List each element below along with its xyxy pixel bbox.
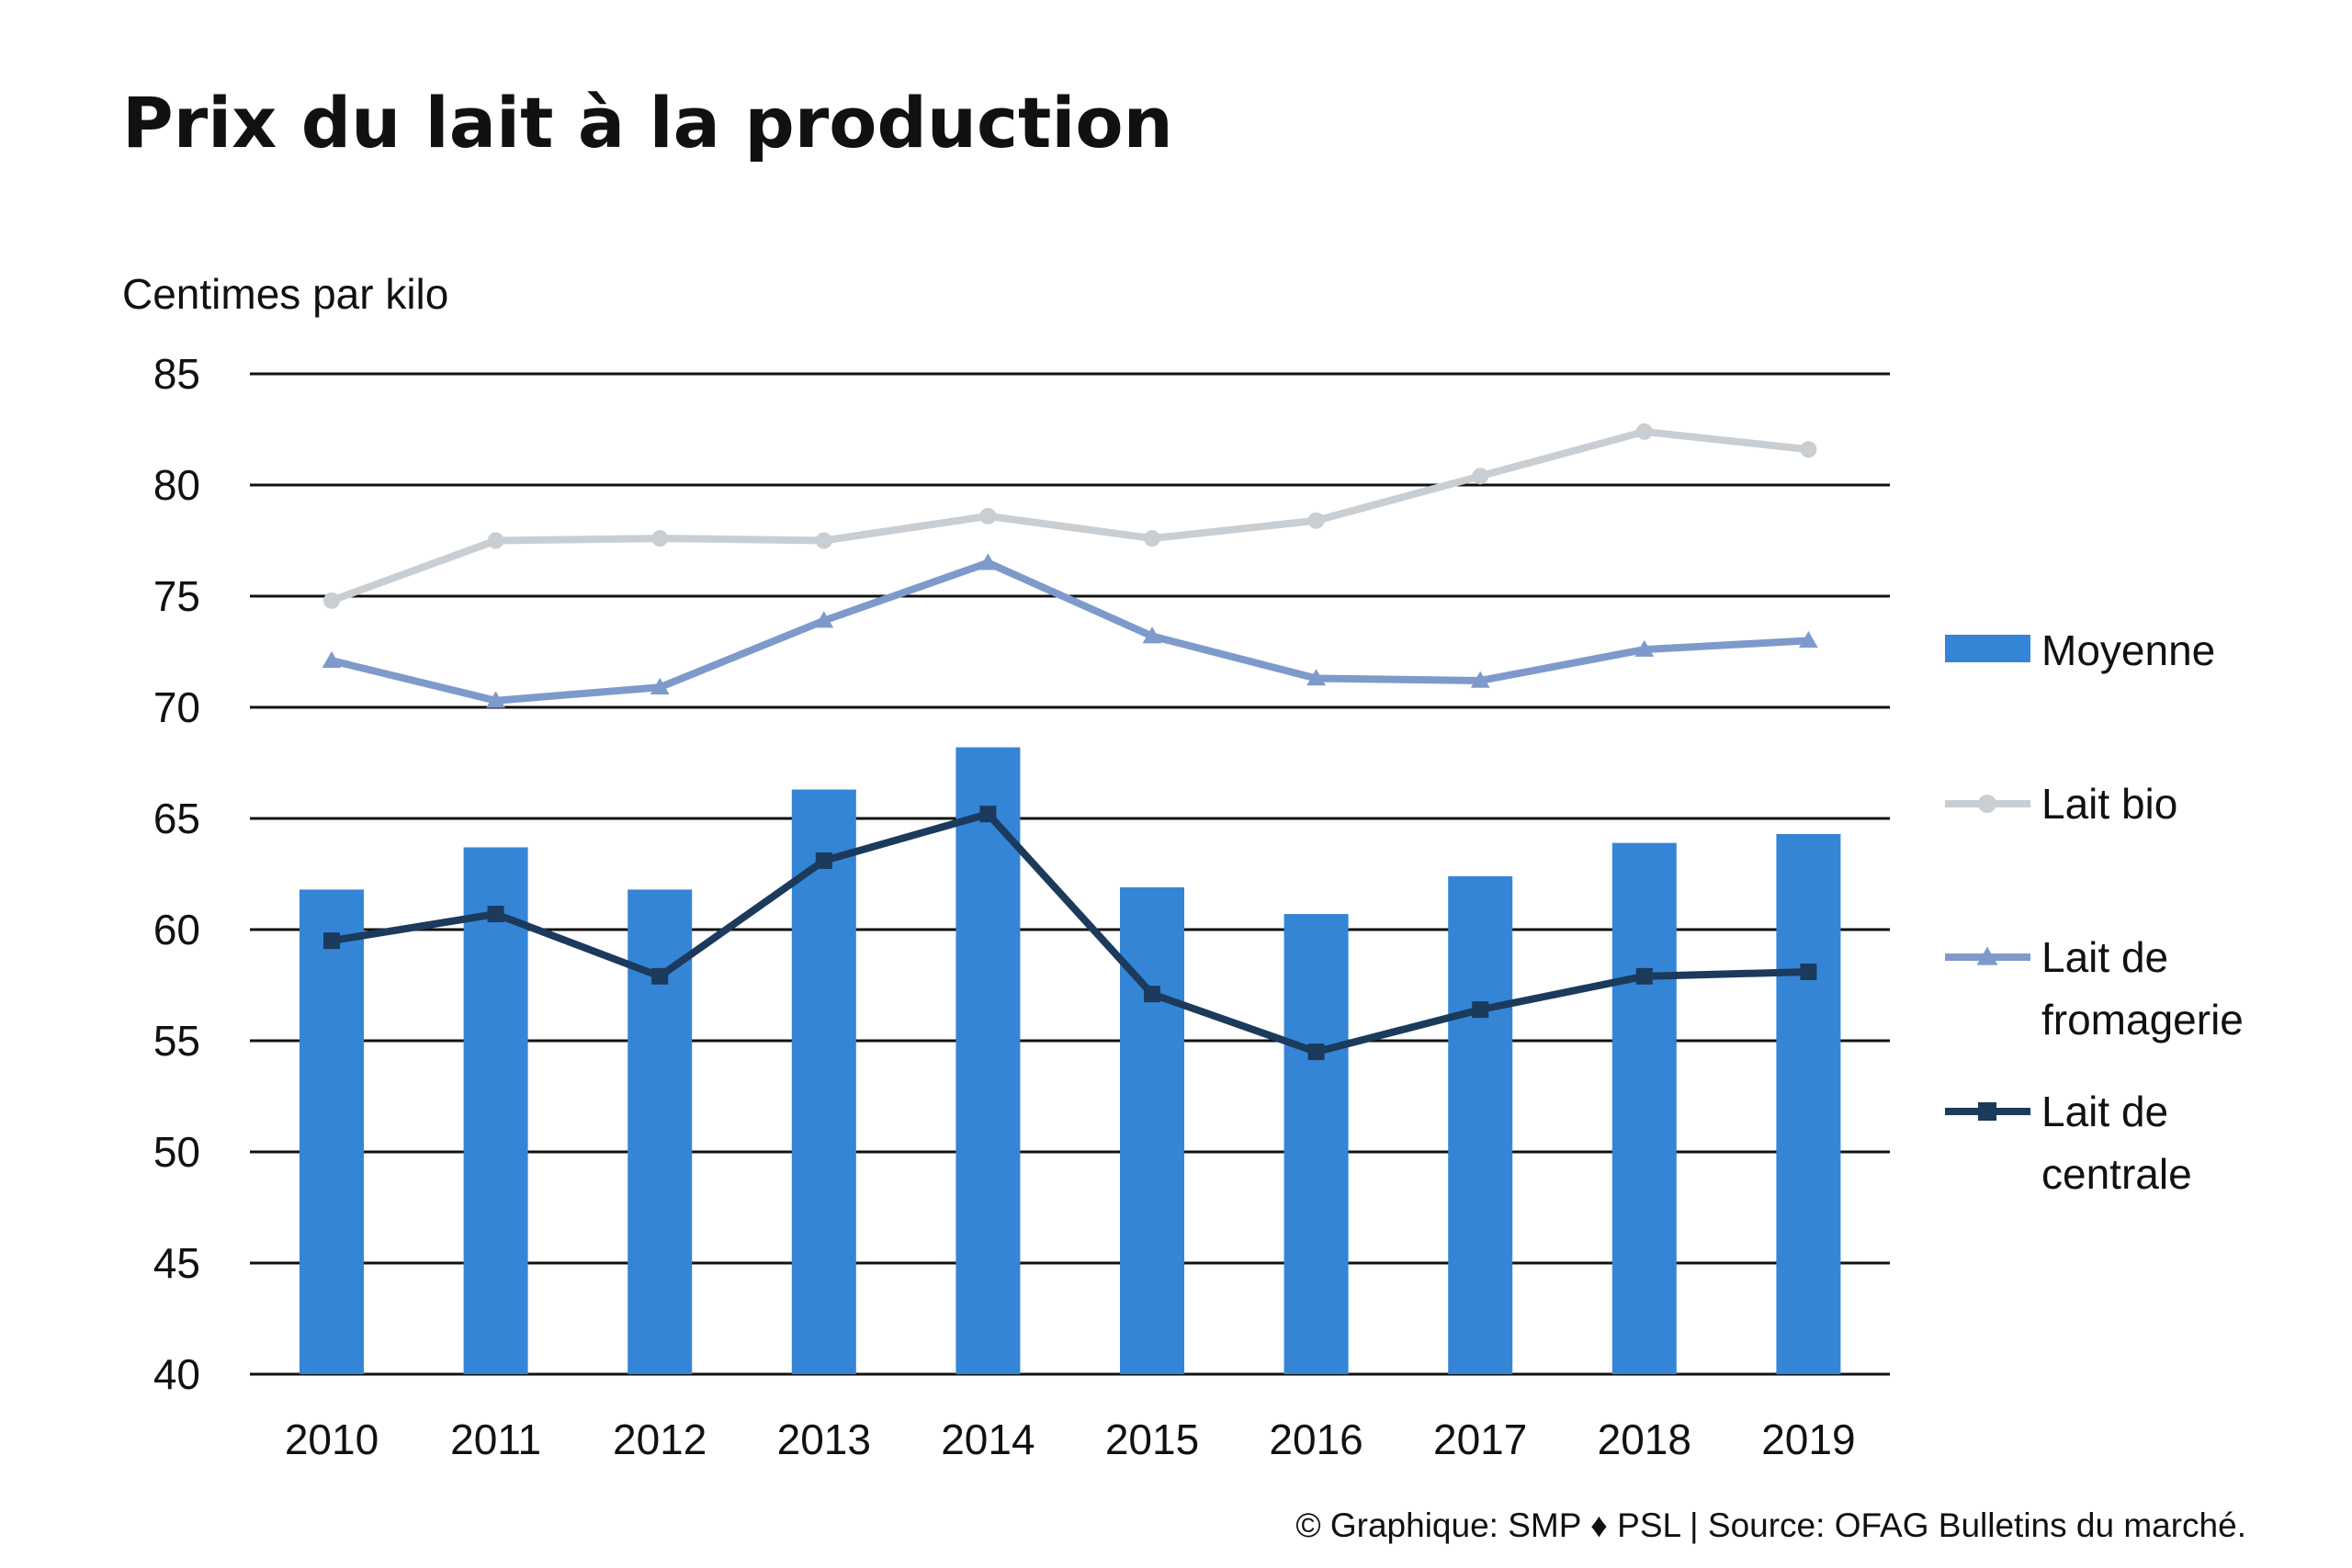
bar xyxy=(1611,842,1677,1374)
bar xyxy=(1120,887,1184,1374)
y-tick-label: 80 xyxy=(153,461,200,509)
x-tick-label: 2016 xyxy=(1269,1416,1363,1463)
data-point xyxy=(1472,1001,1489,1019)
y-tick-label: 60 xyxy=(153,906,200,953)
data-point xyxy=(814,611,834,628)
x-tick-label: 2013 xyxy=(777,1416,871,1463)
legend-label: Moyenne xyxy=(2041,626,2215,674)
legend-marker xyxy=(1978,795,1996,813)
legend-marker xyxy=(1978,1102,1996,1121)
data-point xyxy=(815,852,832,869)
data-point xyxy=(1800,441,1817,458)
data-point xyxy=(979,806,997,823)
data-point xyxy=(1472,468,1489,485)
data-point xyxy=(1635,967,1653,985)
series-line xyxy=(331,810,1809,1056)
data-point xyxy=(1306,669,1326,686)
y-tick-label: 65 xyxy=(153,795,200,842)
legend-label: centrale xyxy=(2041,1150,2192,1198)
y-tick-label: 55 xyxy=(153,1017,200,1065)
legend-marker xyxy=(1976,946,1998,965)
data-point xyxy=(323,592,340,609)
y-tick-label: 85 xyxy=(153,350,200,398)
data-point xyxy=(1634,639,1655,657)
x-tick-label: 2012 xyxy=(613,1416,707,1463)
data-point xyxy=(651,530,669,547)
data-point xyxy=(1144,986,1160,1003)
chart-title: Prix du lait à la production xyxy=(122,82,1173,164)
y-axis-label: Centimes par kilo xyxy=(122,270,448,318)
data-point xyxy=(978,553,998,570)
bar xyxy=(956,747,1021,1374)
data-point xyxy=(1144,530,1160,547)
series-line xyxy=(330,427,1809,604)
data-point xyxy=(487,532,504,549)
source-credit: © Graphique: SMP ♦ PSL | Source: OFAG Bu… xyxy=(1295,1506,2246,1544)
data-point xyxy=(486,691,505,708)
x-tick-label: 2014 xyxy=(941,1416,1035,1463)
bar xyxy=(1448,875,1513,1374)
legend-swatch xyxy=(1945,635,2030,662)
legend-label: Lait de xyxy=(2041,933,2168,981)
x-tick-label: 2010 xyxy=(285,1416,379,1463)
legend-label: Lait de xyxy=(2041,1088,2168,1135)
x-tick-label: 2017 xyxy=(1433,1416,1527,1463)
data-point xyxy=(815,532,832,549)
series-line xyxy=(331,558,1809,705)
x-tick-label: 2011 xyxy=(450,1416,541,1463)
data-point xyxy=(650,677,670,694)
bar xyxy=(791,789,856,1374)
x-tick-label: 2018 xyxy=(1598,1416,1691,1463)
data-point xyxy=(487,906,504,923)
x-tick-label: 2019 xyxy=(1761,1416,1855,1463)
data-point xyxy=(322,650,342,668)
data-point xyxy=(651,967,669,985)
data-point xyxy=(1799,631,1818,649)
legend-label: fromagerie xyxy=(2041,996,2244,1043)
y-tick-label: 70 xyxy=(153,683,200,731)
y-tick-label: 75 xyxy=(153,572,200,620)
axis-labels: 85 80 75 70 65 60 55 50 45 40 2010 2011 2012 2013 2014… xyxy=(153,350,1856,1463)
bar xyxy=(1776,833,1841,1374)
y-tick-label: 50 xyxy=(153,1128,200,1176)
data-point xyxy=(1142,626,1162,644)
data-point xyxy=(979,507,997,525)
bar xyxy=(300,889,364,1374)
bar xyxy=(1283,914,1349,1374)
bars xyxy=(300,747,1841,1374)
data-point xyxy=(323,932,340,950)
data-point xyxy=(1800,963,1817,980)
x-tick-label: 2015 xyxy=(1105,1416,1199,1463)
legend: Moyenne Lait bio Lait de fromagerie Lait de c… xyxy=(1945,626,2244,1198)
data-point xyxy=(1307,1043,1325,1061)
series-lines xyxy=(322,423,1818,1061)
legend-label: Lait bio xyxy=(2041,780,2177,828)
y-tick-label: 40 xyxy=(153,1350,200,1398)
y-tick-label: 45 xyxy=(153,1239,200,1287)
data-point xyxy=(1470,671,1490,688)
bar xyxy=(463,847,528,1374)
data-point xyxy=(1307,512,1325,529)
data-point xyxy=(1635,423,1653,440)
